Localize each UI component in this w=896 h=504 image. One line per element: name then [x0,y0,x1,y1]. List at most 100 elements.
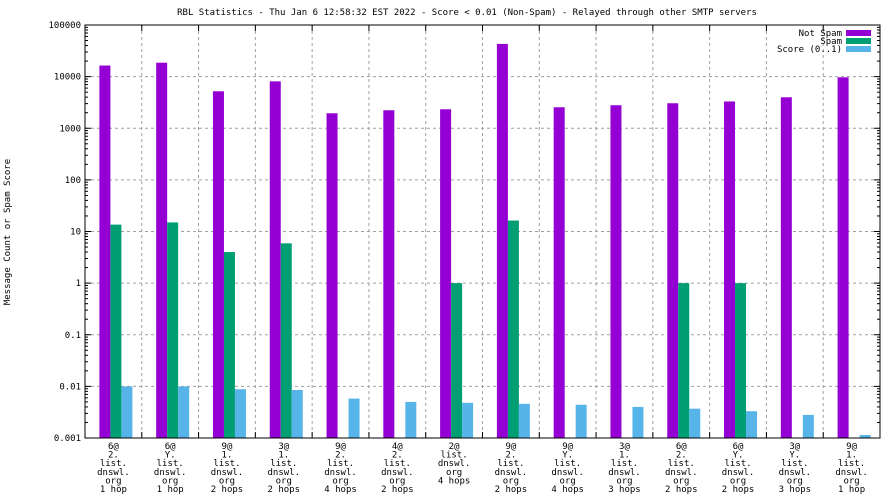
x-tick-label: dnswl. [495,468,528,478]
x-tick-label: dnswl. [608,468,641,478]
bar-spam [735,283,747,438]
x-tick-label: list. [384,459,411,469]
bar-spam [110,224,122,438]
x-tick-label: Y. [165,451,176,461]
y-tick-label: 10000 [54,73,81,83]
bar-not-spam [326,113,338,438]
x-tick-label: org [276,476,292,486]
x-tick-label: list. [100,459,127,469]
x-tick-label: list. [611,459,638,469]
legend-label: Score (0..1) [777,45,842,55]
x-tick-label: 2. [392,451,403,461]
x-tick-label: dnswl. [97,468,130,478]
x-tick-label: Y. [733,451,744,461]
x-tick-label: list. [497,459,524,469]
x-tick-label: 9@ [222,442,233,452]
x-tick-label: 9@ [335,442,346,452]
bar-not-spam [724,101,736,438]
x-tick-label: 3@ [619,442,630,452]
bar-score [234,389,246,438]
x-tick-label: list. [327,459,354,469]
x-tick-label: dnswl. [779,468,812,478]
bar-not-spam [156,62,168,438]
y-tick-label: 0.001 [54,434,81,444]
x-tick-label: org [219,476,235,486]
x-tick-label: 1 hop [157,485,184,495]
x-tick-label: dnswl. [381,468,414,478]
y-tick-label: 0.01 [59,382,81,392]
bar-spam [280,243,292,438]
x-tick-label: Y. [789,451,800,461]
x-tick-label: 1. [222,451,233,461]
bar-score [348,398,360,438]
bar-score [632,406,644,438]
grid-lines [85,25,880,438]
x-tick-label: org [332,476,348,486]
x-tick-label: org [105,476,121,486]
y-axis-label: Message Count or Spam Score [3,159,13,305]
x-tick-label: list. [838,459,865,469]
x-tick-label: list. [554,459,581,469]
bar-not-spam [212,91,224,439]
y-tick-label: 0.1 [65,331,81,341]
y-tick-label: 10 [70,228,81,238]
bar-score [802,414,814,438]
legend-label: Not Spam [799,29,842,39]
bar-spam [167,222,179,438]
y-tick-label: 1 [76,279,81,289]
x-tick-label: dnswl. [154,468,187,478]
x-tick-label: list. [668,459,695,469]
x-tick-label: 2. [335,451,346,461]
x-tick-label: 2 hops [211,485,244,495]
x-tick-label: 1. [619,451,630,461]
x-tick-label: 3@ [278,442,289,452]
x-tick-label: 4 hops [324,485,357,495]
x-tick-label: list. [157,459,184,469]
y-axis-ticks: 100000 10000 1000 100 10 1 0.1 0.01 0.001 [48,21,880,444]
bar-not-spam [667,103,679,439]
x-tick-label: org [843,476,859,486]
bar-score [859,435,871,438]
x-tick-label: 9@ [562,442,573,452]
x-tick-label: 6@ [165,442,176,452]
x-tick-label: dnswl. [324,468,357,478]
x-tick-label: dnswl. [211,468,244,478]
x-tick-label: 3 hops [608,485,641,495]
bar-spam [507,220,519,438]
x-tick-label: list. [724,459,751,469]
x-tick-label: list. [213,459,240,469]
bar-not-spam [99,65,111,438]
x-tick-label: 6@ [676,442,687,452]
x-tick-label: 3@ [789,442,800,452]
x-tick-label: 9@ [505,442,516,452]
x-tick-label: dnswl. [722,468,755,478]
x-tick-label: dnswl. [267,468,300,478]
bar-not-spam [553,107,565,438]
bar-not-spam [383,110,395,438]
x-tick-label: 3 hops [779,485,812,495]
legend-swatch [846,46,871,52]
x-tick-label: 6@ [733,442,744,452]
bar-score [121,386,133,438]
bar-score [746,411,758,438]
bar-score [405,401,417,438]
x-tick-label: 2 hops [722,485,755,495]
bar-not-spam [780,97,792,438]
x-tick-label: 2. [108,451,119,461]
x-tick-label: 4 hops [551,485,584,495]
bar-not-spam [837,77,849,438]
legend-label: Spam [820,37,842,47]
x-tick-label: 2. [676,451,687,461]
bar-score [689,408,701,438]
bar-score [462,402,474,438]
x-tick-label: 4@ [392,442,403,452]
x-tick-label: org [787,476,803,486]
x-tick-label: list. [441,451,468,461]
x-tick-label: 2 hops [267,485,300,495]
x-tick-label: 4 hops [438,476,471,486]
y-tick-label: 100 [65,176,81,186]
x-tick-label: org [560,476,576,486]
